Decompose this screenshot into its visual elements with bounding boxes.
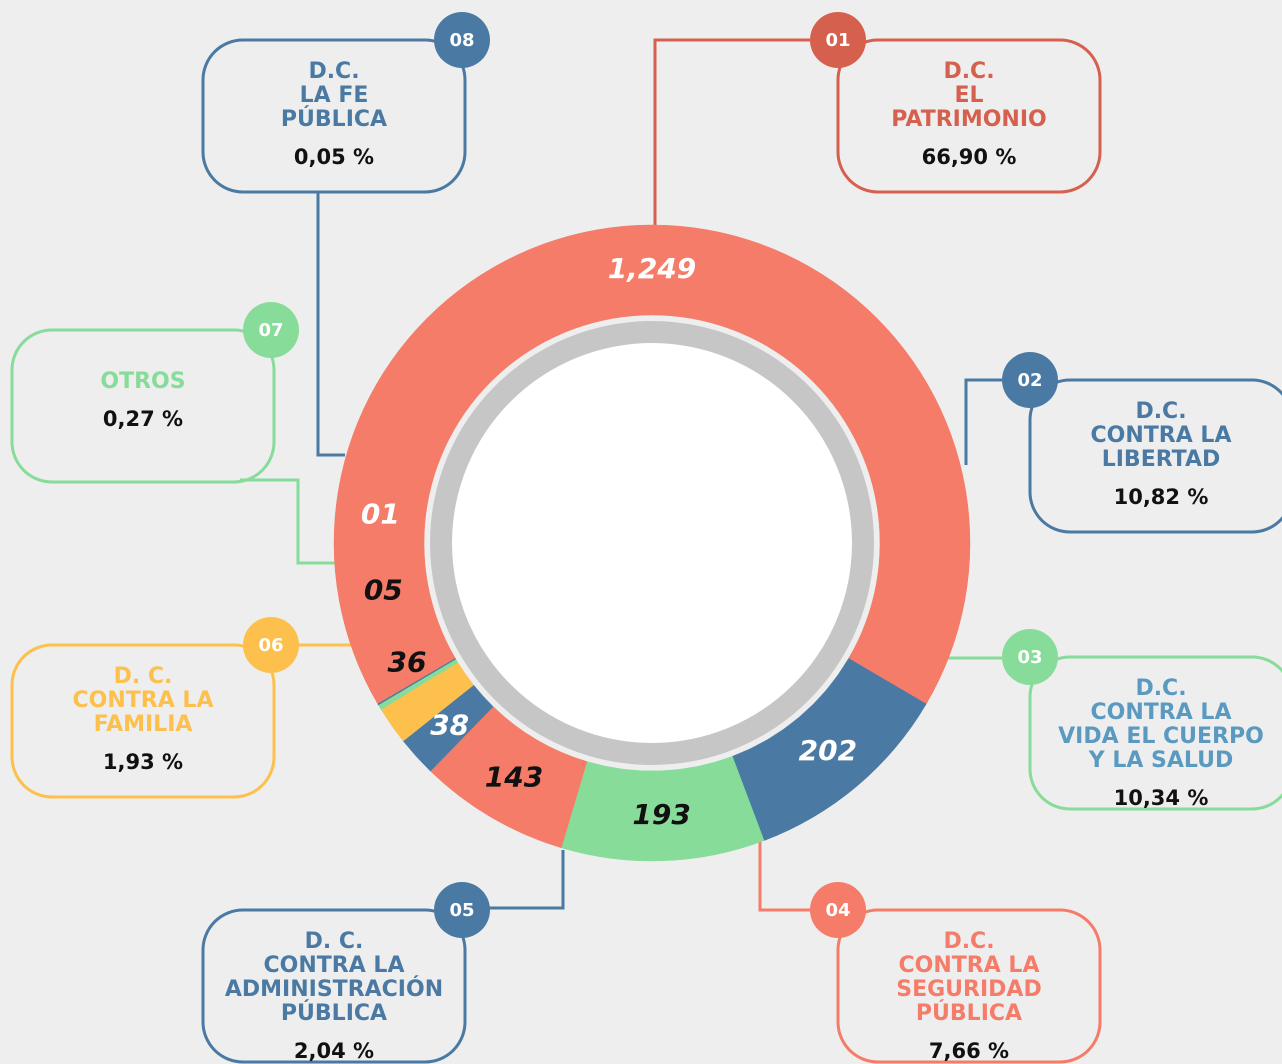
badge-number: 07 [258,320,283,341]
callout-percent: 10,34 % [1114,786,1209,810]
callout-box [10,328,276,484]
badge-number: 08 [449,30,474,51]
callout-title: VIDA EL CUERPO [1058,724,1264,749]
callout-title: D.C. [1135,399,1186,424]
callout-title: CONTRA LA [264,953,405,978]
callout-box [201,908,467,1064]
connector [316,192,345,457]
callout-title: FAMILIA [94,712,193,737]
badge-number: 02 [1017,370,1042,391]
badge [434,882,490,938]
callout-title: LIBERTAD [1102,447,1221,472]
value-label: 143 [485,761,543,794]
callout-title: PÚBLICA [281,106,387,132]
callout-title: D.C. [943,929,994,954]
callout-title: SEGURIDAD [896,977,1041,1002]
badge [1002,352,1058,408]
donut-segment [333,224,971,705]
callout-percent: 7,66 % [929,1039,1009,1063]
value-label: 01 [361,497,400,530]
connector [488,850,565,910]
callout-title: CONTRA LA [1091,700,1232,725]
callout-percent: 1,93 % [103,750,183,774]
callout-percent: 66,90 % [922,145,1017,169]
callout-title: D.C. [308,59,359,84]
callout-title: D.C. [1135,676,1186,701]
callout-title: Y LA SALUD [1088,748,1234,773]
callout-title: CONTRA LA [899,953,1040,978]
callout-title: PÚBLICA [916,1000,1022,1026]
callout-title: EL [954,83,983,108]
connector [964,378,1002,465]
badge [1002,629,1058,685]
center [452,343,852,743]
callout-box [836,908,1102,1064]
callout-title: D. C. [305,929,364,954]
value-label: 05 [364,573,403,606]
callout-title: CONTRA LA [73,688,214,713]
badge-number: 05 [449,900,474,921]
callout-percent: 0,05 % [294,145,374,169]
connectors [240,38,1002,912]
callout-title: OTROS [100,369,185,394]
badge-number: 04 [825,900,850,921]
donut-segment [377,658,457,706]
callout-box [10,643,276,799]
callout-title: D. C. [114,664,173,689]
callout-box [201,38,467,194]
callout-percent: 10,82 % [1114,485,1209,509]
callout-title: CONTRA LA [1091,423,1232,448]
callout-percent: 2,04 % [294,1039,374,1063]
badge [243,617,299,673]
badge [810,882,866,938]
donut [333,224,971,862]
callout-title: LA FE [300,83,369,108]
callout-title: PÚBLICA [281,1000,387,1026]
badge-number: 03 [1017,647,1042,668]
badge [434,12,490,68]
callout-title: PATRIMONIO [891,107,1046,132]
callout-box [1028,655,1282,811]
callout-box [836,38,1102,194]
value-label: 193 [632,798,690,831]
callout-title: ADMINISTRACIÓN [225,976,443,1002]
connector [240,478,340,565]
badge [243,302,299,358]
value-label: 38 [430,708,469,741]
connector [653,38,810,225]
callout-title: D.C. [943,59,994,84]
value-label: 1,249 [608,252,697,285]
callout-box [1028,378,1282,534]
badge-number: 06 [258,635,283,656]
badge-number: 01 [825,30,850,51]
value-label: 36 [388,645,427,678]
badge [810,12,866,68]
value-label: 202 [799,734,857,767]
callout-percent: 0,27 % [103,407,183,431]
